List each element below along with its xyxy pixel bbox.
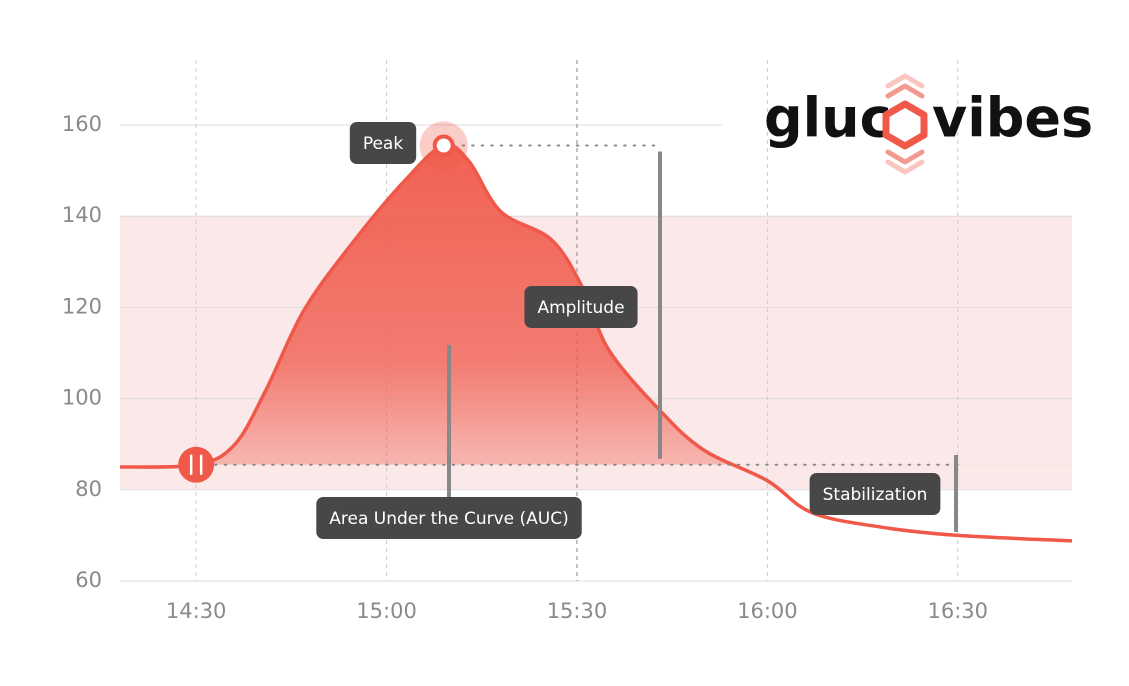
brand-left: gluc — [764, 87, 892, 150]
brand-right: vibes — [932, 87, 1093, 150]
annotation-label: Stabilization — [823, 485, 928, 505]
y-tick-label: 160 — [62, 112, 102, 136]
logo-icon — [882, 73, 928, 175]
meal-marker — [178, 446, 215, 483]
x-tick-label: 15:30 — [547, 599, 608, 623]
annotation-label: Amplitude — [537, 298, 624, 318]
annotation-label: Peak — [363, 134, 404, 154]
y-tick-label: 80 — [75, 477, 102, 501]
y-tick-label: 140 — [62, 203, 102, 227]
x-tick-label: 15:00 — [356, 599, 417, 623]
auc-area — [196, 144, 1072, 465]
y-tick-label: 120 — [62, 294, 102, 318]
annotation-box — [524, 286, 638, 328]
y-tick-label: 100 — [62, 386, 102, 410]
annotation-box — [809, 473, 941, 515]
annotation-label: Area Under the Curve (AUC) — [329, 509, 568, 529]
logo: gluc vibes — [764, 73, 1093, 175]
x-tick-label: 14:30 — [166, 599, 227, 623]
x-tick-label: 16:30 — [927, 599, 988, 623]
x-tick-label: 16:00 — [737, 599, 798, 623]
annotation-box — [349, 122, 417, 164]
peak-marker — [432, 134, 455, 157]
y-tick-label: 60 — [75, 568, 102, 592]
annotation-box — [316, 497, 582, 539]
